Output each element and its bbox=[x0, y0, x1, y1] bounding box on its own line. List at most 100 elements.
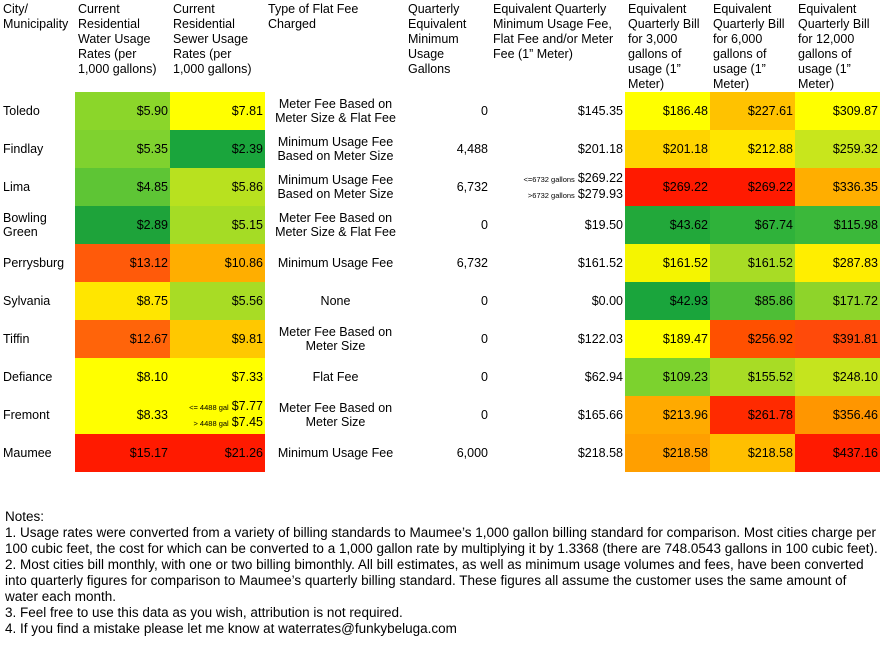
city-cell: Defiance bbox=[3, 370, 53, 384]
header-water-rate: Current Residential Water Usage Rates (p… bbox=[78, 2, 157, 76]
min-fee-cell: $218.58 bbox=[577, 446, 623, 460]
city-cell: Findlay bbox=[3, 142, 44, 156]
fee-type-cell: Meter Fee Based on Meter Size bbox=[278, 325, 393, 353]
city-cell: Maumee bbox=[3, 446, 52, 460]
bill-6000-cell: $269.22 bbox=[710, 168, 795, 206]
city-cell: Bowling Green bbox=[3, 211, 47, 239]
bill-12000-cell: $171.72 bbox=[795, 282, 880, 320]
min-gallons-cell: 0 bbox=[481, 104, 488, 118]
bill-12000-cell: $356.46 bbox=[795, 396, 880, 434]
min-fee-cell: <=6732 gallons $269.22 >6732 gallons $279.9… bbox=[490, 168, 625, 206]
tier-value: $269.22 bbox=[577, 171, 623, 185]
min-gallons-cell: 6,732 bbox=[456, 256, 488, 270]
table-row: Bowling Green $2.89 $5.15 Meter Fee Based o… bbox=[0, 206, 880, 244]
min-gallons-cell: 0 bbox=[481, 218, 488, 232]
bill-3000-cell: $109.23 bbox=[625, 358, 710, 396]
header-sewer-rate: Current Residential Sewer Usage Rates (p… bbox=[173, 2, 252, 76]
table-row: Tiffin $12.67 $9.81 Meter Fee Based on Mete… bbox=[0, 320, 880, 358]
fee-type-cell: Minimum Usage Fee Based on Meter Size bbox=[277, 135, 394, 163]
notes-title: Notes: bbox=[5, 509, 45, 524]
bill-6000-cell: $212.88 bbox=[710, 130, 795, 168]
bill-6000-cell: $85.86 bbox=[710, 282, 795, 320]
bill-12000-cell: $336.35 bbox=[795, 168, 880, 206]
city-cell: Fremont bbox=[3, 408, 50, 422]
note-item: 2. Most cities bill monthly, with one or… bbox=[5, 557, 864, 604]
bill-6000-cell: $227.61 bbox=[710, 92, 795, 130]
bill-6000-cell: $155.52 bbox=[710, 358, 795, 396]
bill-3000-cell: $269.22 bbox=[625, 168, 710, 206]
water-rate-cell: $13.12 bbox=[75, 244, 170, 282]
sewer-rate-cell: $10.86 bbox=[170, 244, 265, 282]
bill-3000-cell: $213.96 bbox=[625, 396, 710, 434]
bill-6000-cell: $218.58 bbox=[710, 434, 795, 472]
sewer-rate-cell: $5.86 bbox=[170, 168, 265, 206]
fee-type-cell: Minimum Usage Fee bbox=[277, 446, 394, 460]
bill-12000-cell: $287.83 bbox=[795, 244, 880, 282]
sewer-rate-cell: <= 4488 gal $7.77 > 4488 gal $7.45 bbox=[170, 396, 265, 434]
sewer-rate-cell: $5.15 bbox=[170, 206, 265, 244]
table-row: Defiance $8.10 $7.33 Flat Fee 0 $62.94 $109.23… bbox=[0, 358, 880, 396]
header-bill-6000: Equivalent Quarterly Bill for 6,000 gall… bbox=[713, 2, 785, 91]
bill-3000-cell: $218.58 bbox=[625, 434, 710, 472]
bill-6000-cell: $67.74 bbox=[710, 206, 795, 244]
min-fee-cell: $62.94 bbox=[584, 370, 623, 384]
tier-label: <= 4488 gal bbox=[189, 403, 229, 412]
min-gallons-cell: 0 bbox=[481, 332, 488, 346]
water-rate-cell: $15.17 bbox=[75, 434, 170, 472]
bill-6000-cell: $161.52 bbox=[710, 244, 795, 282]
min-fee-cell: $161.52 bbox=[577, 256, 623, 270]
sewer-rate-cell: $9.81 bbox=[170, 320, 265, 358]
bill-12000-cell: $437.16 bbox=[795, 434, 880, 472]
tier-label: >6732 gallons bbox=[527, 191, 575, 200]
tier-label: <=6732 gallons bbox=[523, 175, 575, 184]
note-item: 3. Feel free to use this data as you wis… bbox=[5, 605, 403, 620]
sewer-rate-cell: $21.26 bbox=[170, 434, 265, 472]
min-fee-cell: $0.00 bbox=[591, 294, 623, 308]
header-bill-3000: Equivalent Quarterly Bill for 3,000 gall… bbox=[628, 2, 700, 91]
bill-3000-cell: $189.47 bbox=[625, 320, 710, 358]
header-bill-12000: Equivalent Quarterly Bill for 12,000 gal… bbox=[798, 2, 870, 91]
bill-12000-cell: $309.87 bbox=[795, 92, 880, 130]
note-item: 1. Usage rates were converted from a var… bbox=[5, 525, 878, 556]
city-cell: Sylvania bbox=[3, 294, 51, 308]
tier-value: $7.77 bbox=[231, 399, 263, 413]
bill-12000-cell: $115.98 bbox=[795, 206, 880, 244]
min-fee-cell: $201.18 bbox=[577, 142, 623, 156]
city-cell: Perrysburg bbox=[3, 256, 65, 270]
table-row: Fremont $8.33 <= 4488 gal $7.77 > 4488 gal $7… bbox=[0, 396, 880, 434]
min-gallons-cell: 0 bbox=[481, 294, 488, 308]
table-row: Maumee $15.17 $21.26 Minimum Usage Fee 6,000… bbox=[0, 434, 880, 472]
water-rate-cell: $8.33 bbox=[75, 396, 170, 434]
notes-section: Notes: 1. Usage rates were converted fro… bbox=[5, 509, 881, 637]
table-row: Toledo $5.90 $7.81 Meter Fee Based on Meter… bbox=[0, 92, 880, 130]
water-rate-cell: $5.90 bbox=[75, 92, 170, 130]
table-row: Findlay $5.35 $2.39 Minimum Usage Fee Based… bbox=[0, 130, 880, 168]
fee-type-cell: Meter Fee Based on Meter Size & Flat Fee bbox=[275, 211, 396, 239]
water-rate-cell: $8.75 bbox=[75, 282, 170, 320]
bill-12000-cell: $248.10 bbox=[795, 358, 880, 396]
table-row: Lima $4.85 $5.86 Minimum Usage Fee Based on… bbox=[0, 168, 880, 206]
fee-type-cell: Minimum Usage Fee bbox=[277, 256, 394, 270]
tier-value: $7.45 bbox=[231, 415, 263, 429]
water-rate-cell: $2.89 bbox=[75, 206, 170, 244]
header-min-gallons: Quarterly Equivalent Minimum Usage Gallo… bbox=[408, 2, 467, 76]
city-cell: Lima bbox=[3, 180, 31, 194]
sewer-rate-cell: $7.33 bbox=[170, 358, 265, 396]
sewer-rate-cell: $7.81 bbox=[170, 92, 265, 130]
table-row: Sylvania $8.75 $5.56 None 0 $0.00 $42.93 $85.86… bbox=[0, 282, 880, 320]
fee-type-cell: None bbox=[320, 294, 351, 308]
bill-12000-cell: $259.32 bbox=[795, 130, 880, 168]
min-fee-cell: $145.35 bbox=[577, 104, 623, 118]
header-min-fee: Equivalent Quarterly Minimum Usage Fee, … bbox=[493, 2, 614, 61]
bill-3000-cell: $186.48 bbox=[625, 92, 710, 130]
sewer-rate-cell: $2.39 bbox=[170, 130, 265, 168]
fee-type-cell: Flat Fee bbox=[312, 370, 359, 384]
bill-6000-cell: $256.92 bbox=[710, 320, 795, 358]
water-rate-cell: $4.85 bbox=[75, 168, 170, 206]
table-row: Perrysburg $13.12 $10.86 Minimum Usage Fee 6… bbox=[0, 244, 880, 282]
bill-3000-cell: $43.62 bbox=[625, 206, 710, 244]
bill-3000-cell: $42.93 bbox=[625, 282, 710, 320]
min-gallons-cell: 6,000 bbox=[456, 446, 488, 460]
bill-3000-cell: $161.52 bbox=[625, 244, 710, 282]
min-fee-cell: $165.66 bbox=[577, 408, 623, 422]
